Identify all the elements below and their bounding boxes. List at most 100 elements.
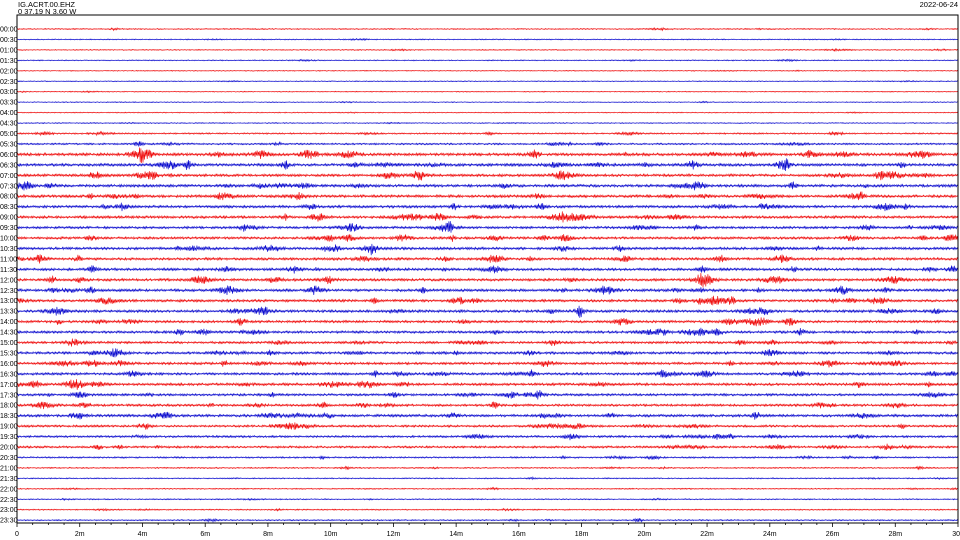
trace-0800 [16, 191, 959, 201]
row-label-0800: 08:00 [0, 194, 18, 201]
plot-date: 2022-06-24 [919, 0, 958, 9]
row-label-0000: 00:00 [0, 27, 18, 34]
row-label-1900: 19:00 [0, 424, 18, 431]
row-label-0330: 03:30 [0, 100, 18, 107]
row-label-2200: 22:00 [0, 486, 18, 493]
trace-2300 [16, 507, 958, 512]
trace-1530 [16, 348, 959, 358]
x-tick-label-24: 24m [763, 531, 777, 538]
row-label-0100: 01:00 [0, 47, 18, 54]
row-label-0530: 05:30 [0, 141, 18, 148]
trace-2130 [16, 476, 959, 481]
row-label-2130: 21:30 [0, 476, 18, 483]
row-label-1430: 14:30 [0, 330, 18, 337]
row-label-1800: 18:00 [0, 403, 18, 410]
trace-0500 [16, 130, 959, 137]
row-label-0500: 05:00 [0, 131, 18, 138]
x-tick-label-14: 14m [449, 531, 463, 538]
row-label-0630: 06:30 [0, 162, 18, 169]
trace-1200 [16, 272, 959, 288]
trace-0700 [16, 170, 959, 181]
x-tick-label-28: 28m [888, 531, 902, 538]
x-tick-label-6: 6m [200, 531, 210, 538]
row-label-1930: 19:30 [0, 434, 18, 441]
trace-1400 [16, 317, 959, 327]
row-label-1100: 11:00 [0, 256, 17, 263]
row-label-1300: 13:00 [0, 298, 18, 305]
trace-0930 [16, 221, 959, 233]
trace-1000 [16, 234, 959, 242]
trace-1700 [16, 379, 959, 390]
trace-0830 [16, 202, 959, 212]
trace-1100 [16, 254, 959, 264]
trace-1730 [16, 390, 959, 400]
row-label-1200: 12:00 [0, 277, 18, 284]
trace-1130 [16, 265, 959, 274]
row-label-2330: 23:30 [0, 518, 18, 525]
row-label-1130: 11:30 [0, 267, 17, 274]
trace-0030 [16, 37, 958, 42]
trace-2100 [16, 465, 959, 471]
trace-0130 [16, 58, 959, 63]
trace-0630 [16, 158, 959, 171]
row-label-1330: 13:30 [0, 309, 18, 316]
trace-0530 [16, 141, 959, 147]
row-label-0830: 08:30 [0, 204, 18, 211]
station-channel-label: IG.ACRT.00.EHZ [18, 0, 75, 9]
trace-1300 [16, 295, 959, 306]
trace-2230 [16, 497, 958, 502]
row-label-0430: 04:30 [0, 121, 18, 128]
trace-0730 [16, 181, 959, 191]
x-tick-label-26: 26m [826, 531, 840, 538]
trace-0330 [16, 100, 958, 104]
trace-0200 [16, 69, 959, 73]
row-label-1730: 17:30 [0, 392, 18, 399]
row-label-0900: 09:00 [0, 215, 18, 222]
x-tick-label-8: 8m [263, 531, 273, 538]
trace-0000 [16, 26, 959, 32]
trace-1630 [16, 369, 959, 378]
row-label-2000: 20:00 [0, 445, 18, 452]
row-label-group: 00:00 00:30 01:00 01:30 02:00 02:30 03:00 03:30… [0, 27, 18, 525]
row-label-0600: 06:00 [0, 152, 18, 159]
trace-1600 [16, 359, 959, 368]
row-label-0030: 00:30 [0, 37, 18, 44]
trace-1330 [16, 305, 959, 318]
row-label-0730: 07:30 [0, 183, 18, 190]
trace-1800 [16, 401, 959, 410]
row-label-1830: 18:30 [0, 413, 18, 420]
x-tick-label-18: 18m [575, 531, 589, 538]
trace-1500 [16, 338, 959, 347]
x-tick-label-16: 16m [512, 531, 526, 538]
trace-1230 [16, 285, 959, 296]
trace-1030 [16, 243, 959, 256]
row-label-0130: 01:30 [0, 58, 18, 65]
row-label-0230: 02:30 [0, 79, 18, 86]
x-tick-label-4: 4m [138, 531, 148, 538]
x-tick-label-10: 10m [324, 531, 338, 538]
x-tick-label-2: 2m [75, 531, 85, 538]
trace-0400 [16, 111, 959, 114]
row-label-2300: 23:00 [0, 507, 18, 514]
row-label-1530: 15:30 [0, 350, 18, 357]
row-label-1400: 14:00 [0, 319, 18, 326]
x-tick-label-22: 22m [700, 531, 714, 538]
row-label-0200: 02:00 [0, 68, 18, 75]
x-axis: 0 2m 4m 6m 8m 10m 12m 14m 16m 18m 20m 22m 24m 26m 28m 3… [15, 523, 960, 538]
x-tick-label-12: 12m [387, 531, 401, 538]
trace-0300 [16, 90, 958, 94]
x-tick-label-0: 0 [15, 531, 19, 538]
row-label-1500: 15:00 [0, 340, 18, 347]
trace-2000 [16, 443, 959, 451]
trace-0900 [16, 211, 959, 223]
trace-1830 [16, 411, 959, 420]
row-label-1030: 10:30 [0, 246, 18, 253]
trace-0100 [16, 47, 959, 52]
trace-0430 [16, 121, 958, 125]
trace-1900 [16, 422, 959, 430]
row-label-0700: 07:00 [0, 173, 18, 180]
row-label-0930: 09:30 [0, 225, 18, 232]
row-label-2230: 22:30 [0, 497, 18, 504]
trace-0600 [16, 147, 959, 164]
